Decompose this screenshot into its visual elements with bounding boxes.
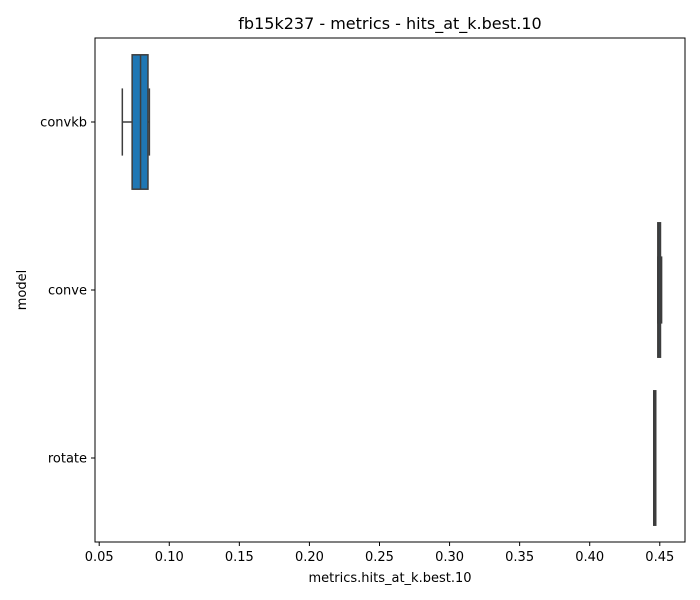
y-tick-label: convkb (40, 116, 87, 131)
x-tick-label: 0.25 (365, 550, 394, 565)
x-tick-label: 0.05 (85, 550, 114, 565)
plot-marks (121, 54, 663, 526)
y-axis-label: model (15, 270, 30, 310)
x-tick-label: 0.45 (645, 550, 674, 565)
x-tick-label: 0.20 (295, 550, 324, 565)
x-tick-label: 0.10 (155, 550, 184, 565)
x-axis: 0.05 0.10 0.15 0.20 0.25 0.30 0.35 0.40 0.45 (85, 542, 674, 565)
plot-frame (94, 37, 686, 543)
y-tick-label: conve (48, 284, 87, 299)
x-axis-label: metrics.hits_at_k.best.10 (308, 571, 471, 586)
x-tick-label: 0.40 (575, 550, 604, 565)
x-tick-label: 0.30 (435, 550, 464, 565)
x-tick-label: 0.15 (225, 550, 254, 565)
chart-title: fb15k237 - metrics - hits_at_k.best.10 (238, 14, 541, 34)
x-tick-label: 0.35 (505, 550, 534, 565)
y-tick-label: rotate (48, 452, 87, 467)
y-axis: convkb conve rotate (40, 116, 95, 467)
